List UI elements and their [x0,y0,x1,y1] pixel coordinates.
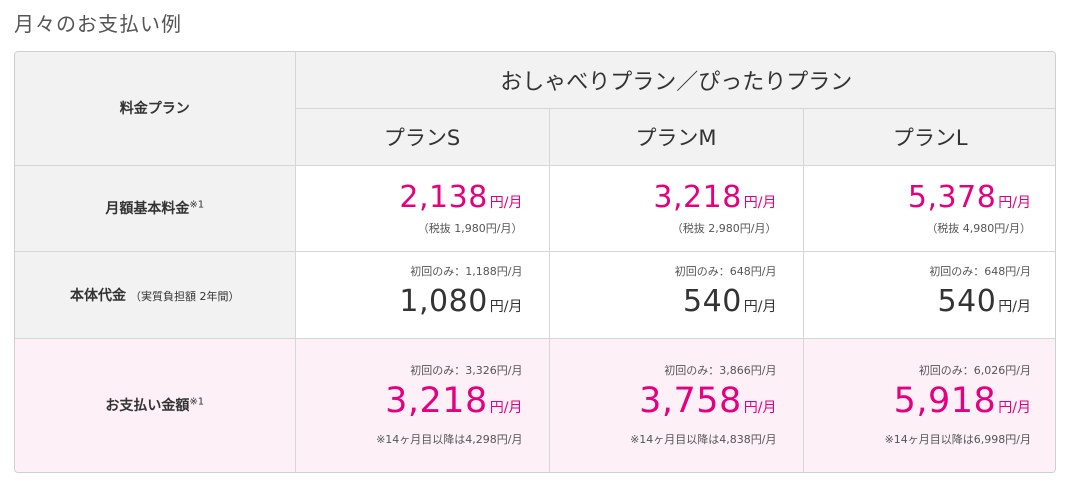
after-14-months-note: ※14ヶ月目以降は6,998円/月 [884,432,1032,446]
device-cost-cell-s: 初回のみ：1,188円/月 1,080 円/月 [294,250,550,339]
payment-cell-m: 初回のみ：3,866円/月 3,758 円/月 ※14ヶ月目以降は4,838円/月 [548,337,804,472]
price-value: 3,758 [639,380,742,421]
payment-label: お支払い金額 [105,398,190,415]
price-unit: 円/月 [998,299,1032,315]
plan-header-l: プランL [802,107,1055,166]
first-month-note: 初回のみ：6,026円/月 [918,363,1032,377]
price-value: 540 [937,284,997,319]
plan-group-header: おしゃべりプラン／ぴったりプラン [294,52,1055,109]
price-table: 料金プラン おしゃべりプラン／ぴったりプラン プランS プランM プランL 月額… [14,51,1056,473]
row-device-cost: 本体代金 （実質負担額 2年間） 初回のみ：1,188円/月 1,080 円/月 初… [15,250,1055,339]
first-month-note: 初回のみ：3,866円/月 [664,363,777,377]
monthly-base-label: 月額基本料金 [105,201,190,217]
corner-label: 料金プラン [15,52,296,166]
monthly-base-cell-m: 3,218 円/月 （税抜 2,980円/月） [548,164,804,252]
plan-header-m: プランM [548,107,804,166]
first-month-note: 初回のみ：1,188円/月 [410,265,523,278]
price-value: 540 [683,284,742,319]
section-title: 月々のお支払い例 [14,12,182,36]
first-month-note: 初回のみ：648円/月 [929,265,1032,278]
after-14-months-note: ※14ヶ月目以降は4,838円/月 [630,432,777,446]
price-unit: 円/月 [489,399,523,416]
price-value: 3,218 [385,380,488,421]
row-label-device-cost: 本体代金 （実質負担額 2年間） [15,250,296,339]
price-value: 1,080 [399,284,488,319]
after-14-months-note: ※14ヶ月目以降は4,298円/月 [376,432,523,446]
device-cost-cell-l: 初回のみ：648円/月 540 円/月 [802,250,1055,339]
price-value: 5,378 [907,179,997,215]
price-unit: 円/月 [489,299,523,315]
device-cost-label: 本体代金 [70,287,126,304]
footnote-mark: ※1 [189,199,205,211]
tax-excluded-note: （税抜 1,980円/月） [417,221,523,235]
tax-excluded-note: （税抜 2,980円/月） [671,221,777,235]
plan-header-s: プランS [295,107,550,166]
device-cost-sublabel: （実質負担額 2年間） [130,289,240,303]
price-value: 3,218 [653,179,742,215]
footnote-mark: ※1 [189,396,205,408]
first-month-note: 初回のみ：648円/月 [674,265,777,278]
tax-excluded-note: （税抜 4,980円/月） [926,221,1032,235]
monthly-base-cell-l: 5,378 円/月 （税抜 4,980円/月） [802,164,1055,252]
price-unit: 円/月 [489,194,523,211]
row-label-payment: お支払い金額※1 [15,337,296,472]
price-unit: 円/月 [743,194,777,211]
price-unit: 円/月 [998,194,1032,211]
row-monthly-base: 月額基本料金※1 2,138 円/月 （税抜 1,980円/月） 3,218 円/月… [15,164,1055,252]
payment-cell-s: 初回のみ：3,326円/月 3,218 円/月 ※14ヶ月目以降は4,298円/月 [294,337,550,472]
price-value: 2,138 [399,179,488,215]
price-unit: 円/月 [743,399,777,416]
first-month-note: 初回のみ：3,326円/月 [410,363,523,377]
device-cost-cell-m: 初回のみ：648円/月 540 円/月 [548,250,804,339]
price-value: 5,918 [893,380,997,421]
price-unit: 円/月 [743,299,777,315]
row-label-monthly-base: 月額基本料金※1 [15,164,296,252]
price-unit: 円/月 [998,399,1032,416]
payment-cell-l: 初回のみ：6,026円/月 5,918 円/月 ※14ヶ月目以降は6,998円/月 [802,337,1055,472]
row-payment: お支払い金額※1 初回のみ：3,326円/月 3,218 円/月 ※14ヶ月目以降… [15,337,1055,472]
monthly-base-cell-s: 2,138 円/月 （税抜 1,980円/月） [294,164,550,252]
